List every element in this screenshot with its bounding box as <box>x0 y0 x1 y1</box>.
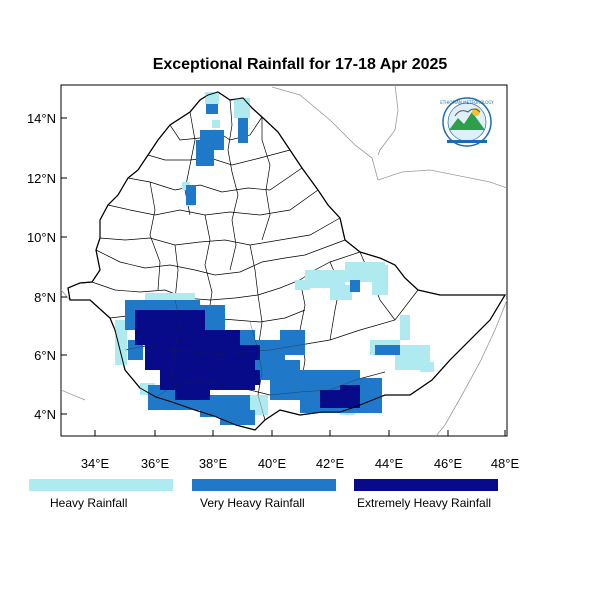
map-title: Exceptional Rainfall for 17-18 Apr 2025 <box>152 56 448 73</box>
ethiopian-meteorology-institute-logo: ETHIOPIAN METEOROLOGY <box>440 97 494 147</box>
y-tick-label: 6°N <box>34 348 56 363</box>
neighbour-borders <box>61 85 507 436</box>
x-tick-label: 40°E <box>258 456 287 471</box>
legend-swatch-extremely-heavy <box>354 479 498 491</box>
y-tick-label: 4°N <box>34 407 56 422</box>
x-tick-label: 38°E <box>199 456 228 471</box>
legend-swatch-heavy <box>29 479 173 491</box>
y-tick-label: 14°N <box>27 111 56 126</box>
x-axis: 34°E 36°E 38°E 40°E 42°E 44°E 46°E 48°E <box>81 430 520 471</box>
legend-label-heavy: Heavy Rainfall <box>50 496 128 510</box>
x-tick-label: 36°E <box>141 456 170 471</box>
x-tick-label: 48°E <box>491 456 520 471</box>
y-tick-label: 10°N <box>27 230 56 245</box>
x-tick-label: 44°E <box>375 456 404 471</box>
legend-label-very-heavy: Very Heavy Rainfall <box>200 496 305 510</box>
y-tick-label: 8°N <box>34 290 56 305</box>
y-tick-label: 12°N <box>27 171 56 186</box>
legend-label-extremely-heavy: Extremely Heavy Rainfall <box>357 496 492 510</box>
x-tick-label: 46°E <box>434 456 463 471</box>
extremely-heavy-rainfall-area <box>135 310 360 408</box>
svg-text:ETHIOPIAN METEOROLOGY: ETHIOPIAN METEOROLOGY <box>440 100 494 105</box>
x-tick-label: 42°E <box>316 456 345 471</box>
y-axis: 14°N 12°N 10°N 8°N 6°N 4°N <box>27 111 67 422</box>
legend-swatch-very-heavy <box>192 479 336 491</box>
x-tick-label: 34°E <box>81 456 110 471</box>
